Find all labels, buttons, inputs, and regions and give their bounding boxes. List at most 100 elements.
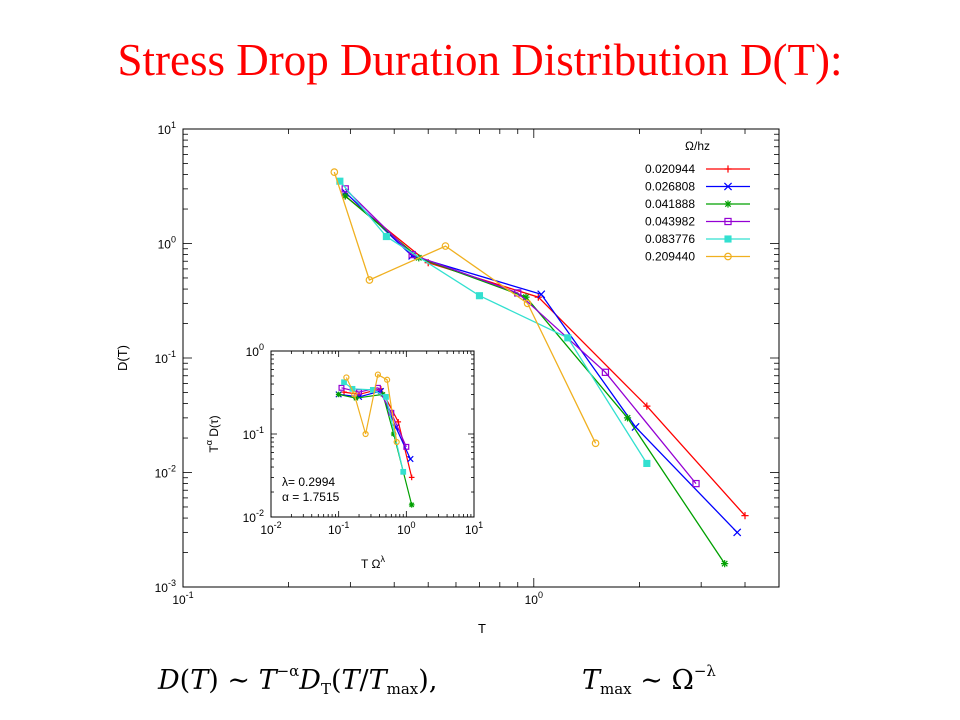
x-tick-label: 10-1 bbox=[172, 590, 193, 607]
data-point bbox=[591, 439, 600, 448]
marker-square bbox=[403, 443, 410, 450]
marker-stroke bbox=[342, 192, 349, 200]
y-tick-label: 10-2 bbox=[243, 508, 264, 525]
slide-title: Stress Drop Duration Distribution D(T): bbox=[117, 35, 843, 85]
y-tick-label: 10-3 bbox=[155, 578, 176, 595]
formula-exponent: −α bbox=[276, 662, 300, 680]
data-point bbox=[393, 438, 400, 446]
marker-square bbox=[724, 235, 732, 243]
x-axis-label: T bbox=[478, 621, 486, 636]
marker-circle bbox=[441, 242, 450, 250]
series-4 bbox=[341, 379, 407, 475]
marker-circle bbox=[330, 168, 339, 176]
series-5 bbox=[343, 371, 400, 446]
x-tick-label: 100 bbox=[397, 520, 415, 537]
marker-square bbox=[341, 379, 347, 386]
marker-stroke bbox=[724, 200, 732, 208]
series-4 bbox=[336, 177, 651, 467]
marker-circle bbox=[393, 438, 400, 446]
formula-t2: T bbox=[258, 665, 277, 696]
formula-open: ( bbox=[330, 665, 342, 696]
marker-square bbox=[475, 292, 484, 300]
data-point bbox=[341, 185, 349, 193]
main-panel: 10-1 100 101 100 10-1 10-2 10-3 T D(T) Ω/hz 0.0209… bbox=[115, 120, 780, 636]
marker-square bbox=[383, 394, 389, 400]
data-point bbox=[383, 394, 389, 400]
data-point bbox=[564, 334, 572, 342]
data-point bbox=[643, 459, 651, 467]
legend-marker bbox=[724, 217, 732, 226]
data-point bbox=[400, 468, 407, 475]
data-point bbox=[601, 368, 610, 376]
marker-square bbox=[382, 232, 390, 241]
x-tick-label: 10-2 bbox=[260, 520, 281, 537]
legend-title: Ω/hz bbox=[685, 139, 710, 153]
marker-stroke bbox=[723, 182, 733, 191]
data-point bbox=[631, 422, 640, 431]
legend-label: 0.041888 bbox=[645, 197, 695, 211]
marker-square bbox=[341, 185, 349, 193]
marker-circle bbox=[374, 371, 382, 378]
marker-stroke bbox=[380, 391, 386, 397]
inset-panel: 10-2 10-1 100 101 100 10-1 10-2 T Ωλ Tα D(τ) λ= 0… bbox=[204, 342, 483, 571]
legend-marker bbox=[724, 200, 732, 208]
marker-square bbox=[564, 334, 572, 342]
inset-x-axis-label: T Ωλ bbox=[361, 554, 385, 571]
data-point bbox=[395, 419, 402, 425]
formula-d: D bbox=[158, 665, 180, 696]
legend: Ω/hz 0.020944 0.026808 0.041888 0.043982 0.08… bbox=[645, 139, 750, 264]
data-point bbox=[362, 430, 369, 438]
y-axis-label: D(T) bbox=[115, 345, 130, 371]
legend-marker bbox=[724, 165, 732, 173]
axis-ticks bbox=[270, 350, 475, 518]
marker-circle bbox=[383, 376, 391, 383]
data-point bbox=[341, 192, 349, 200]
marker-circle bbox=[351, 391, 358, 398]
formula-scaling-function: D bbox=[299, 665, 321, 696]
series-line bbox=[333, 171, 597, 444]
formula-t3: T bbox=[341, 665, 360, 696]
x-tick-label: 101 bbox=[465, 520, 483, 537]
data-point bbox=[341, 379, 347, 386]
data-point bbox=[338, 384, 345, 391]
data-point bbox=[335, 391, 342, 398]
tmax-formula: Tmax ∼ Ω−λ bbox=[582, 664, 716, 697]
formula-t4: T bbox=[368, 665, 387, 696]
formula-t: T bbox=[190, 665, 209, 696]
marker-stroke bbox=[631, 422, 640, 431]
marker-stroke bbox=[624, 414, 631, 421]
marker-square bbox=[400, 468, 407, 475]
legend-marker bbox=[724, 235, 732, 243]
y-tick-label: 101 bbox=[158, 120, 176, 137]
formula-slash: / bbox=[359, 665, 369, 696]
data-point bbox=[537, 290, 546, 299]
data-point bbox=[441, 242, 450, 250]
y-tick-label: 100 bbox=[246, 342, 264, 359]
tmax-sub: max bbox=[600, 680, 632, 698]
legend-marker bbox=[724, 252, 732, 261]
data-point bbox=[408, 502, 415, 508]
y-tick-label: 10-2 bbox=[155, 464, 176, 481]
data-point bbox=[365, 276, 374, 284]
legend-label: 0.043982 bbox=[645, 215, 695, 229]
data-point bbox=[374, 371, 382, 378]
series-3 bbox=[341, 185, 700, 488]
marker-stroke bbox=[721, 560, 728, 567]
data-point bbox=[351, 391, 358, 398]
formula-sub-max: max bbox=[386, 680, 419, 698]
data-point bbox=[623, 414, 632, 422]
legend-marker bbox=[723, 182, 733, 191]
tmax-t: T bbox=[582, 665, 601, 696]
data-point bbox=[330, 168, 339, 176]
data-point bbox=[741, 512, 749, 520]
legend-label: 0.026808 bbox=[645, 180, 695, 194]
lambda-annotation: λ= 0.2994 bbox=[282, 475, 335, 489]
marker-circle bbox=[724, 252, 732, 261]
marker-circle bbox=[523, 299, 532, 308]
marker-circle bbox=[362, 430, 369, 438]
scaling-formula: D(T) ∼ T−αDT(T/Tmax), bbox=[158, 662, 438, 698]
tmax-exponent: −λ bbox=[693, 662, 716, 680]
data-point bbox=[403, 443, 410, 450]
data-point bbox=[721, 560, 729, 568]
